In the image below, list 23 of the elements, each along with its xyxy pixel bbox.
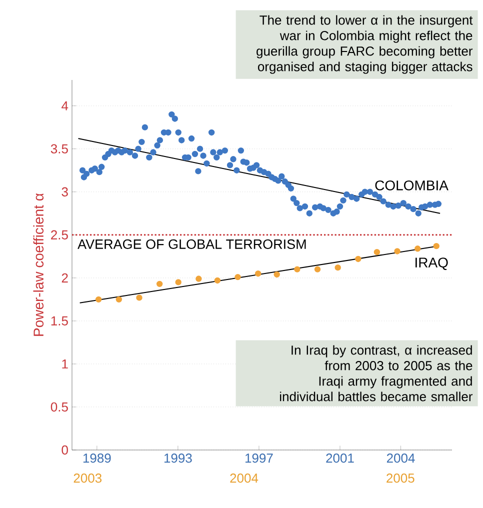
y-tick-label: 3.5 (50, 144, 68, 154)
series-label: COLOMBIA (375, 180, 448, 190)
x-tick-label: 1997 (245, 454, 273, 463)
text: The trend to lower α in the insurgent war in Colombia might reflect the guerilla group FARC becoming better organised and staging bigger attacks (256, 15, 473, 74)
annotation: In Iraq by contrast, α increased from 2003 to 2005 as the Iraqi army fragmented and individual battles became smaller (280, 345, 473, 402)
y-tick-label: 3 (62, 187, 68, 196)
x-tick-label: 2004 (386, 454, 415, 463)
y-tick-label: 0 (62, 445, 68, 455)
x-tick-label: 1989 (83, 454, 111, 463)
x2-tick-label: 2005 (386, 474, 414, 483)
x2-tick-label: 2004 (230, 474, 258, 483)
y-tick-label: 2 (62, 273, 68, 282)
y-tick-label: 1 (62, 359, 68, 368)
x2-tick-label: 2003 (74, 474, 102, 483)
ref-line-label: AVERAGE OF GLOBAL TERRORISM (78, 239, 306, 249)
y-tick-label: 4 (62, 101, 68, 110)
x-tick-label: 1993 (164, 454, 192, 463)
series-label: IRAQ (416, 258, 448, 270)
y-tick-label: 1.5 (51, 316, 68, 326)
y-tick-label: 0.5 (50, 402, 68, 412)
y-tick-label: 2.5 (51, 230, 68, 240)
y-axis-title: Power-law coefficient α (33, 193, 44, 336)
x-tick-label: 2001 (326, 454, 354, 463)
